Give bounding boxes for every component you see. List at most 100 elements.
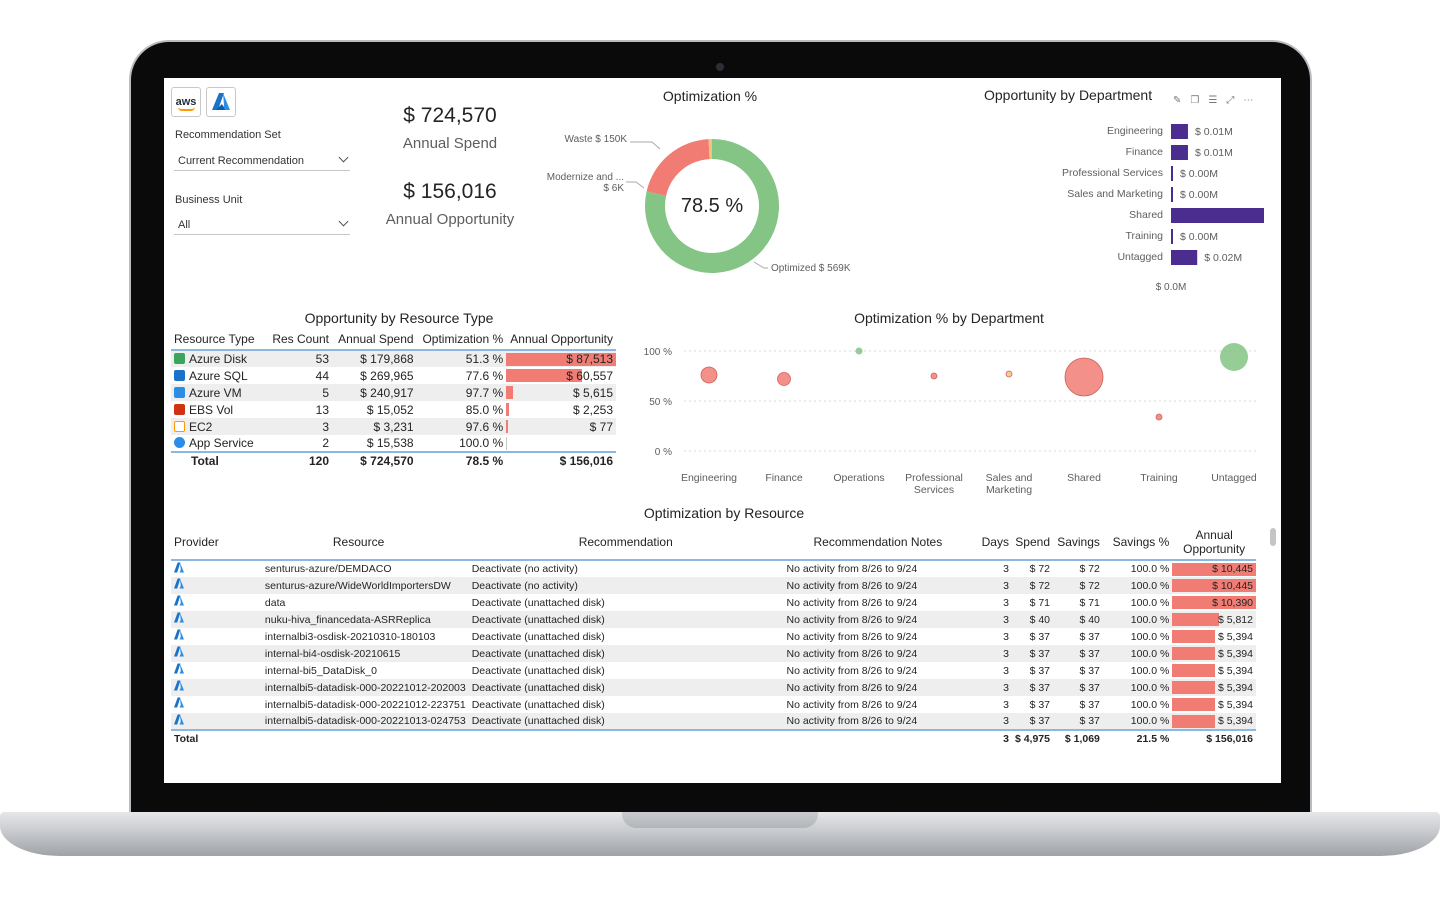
resource-spend: $ 72: [1011, 577, 1053, 594]
dept-bar[interactable]: [1171, 208, 1264, 223]
col-recommendation[interactable]: Recommendation: [578, 534, 673, 549]
opportunity-value: $ 87,513: [566, 352, 613, 366]
azure-logo: [206, 87, 236, 117]
dept-bar[interactable]: [1171, 229, 1173, 244]
recommendation-notes: No activity from 8/26 to 9/24: [783, 577, 979, 594]
department-bars: Engineering $ 0.01M Finance $ 0.01M Professi…: [1062, 124, 1264, 293]
donut-slice-waste[interactable]: [646, 139, 710, 196]
resource-type-row[interactable]: Azure VM 5 $ 240,917 97.7 % $ 5,615: [171, 384, 616, 401]
filter-icon[interactable]: ☰: [1208, 95, 1218, 106]
resource-type-name: App Service: [189, 436, 254, 450]
scatter-point[interactable]: [1220, 343, 1248, 371]
opportunity-value: $ 5,394: [1217, 647, 1253, 660]
resource-days: 3: [1003, 698, 1009, 711]
resources-total-savings: $ 1,069: [1064, 733, 1100, 745]
annual-opportunity-label: Annual Opportunity: [385, 211, 515, 228]
resource-spend: $ 37: [1029, 664, 1050, 677]
col-savings[interactable]: Savings: [1057, 534, 1100, 549]
resource-type-cell: App Service: [171, 435, 269, 452]
copy-icon[interactable]: ❐: [1190, 95, 1200, 106]
resource-type-name: Azure VM: [189, 385, 242, 400]
resource-row[interactable]: data Deactivate (unattached disk) No activ…: [171, 594, 1256, 611]
resource-row[interactable]: internalbi5-datadisk-000-20221012-202003…: [171, 679, 1256, 696]
scatter-x-tick: Untagged: [1211, 472, 1257, 484]
donut-slice-modernize[interactable]: [708, 139, 712, 160]
scatter-x-tick: Finance: [765, 472, 803, 484]
resource-type-row[interactable]: Azure Disk 53 $ 179,868 51.3 % $ 87,513: [171, 350, 616, 367]
dept-bar[interactable]: [1171, 145, 1188, 160]
scatter-x-tick: Engineering: [681, 472, 737, 484]
resource-type-cell: EC2: [171, 418, 270, 435]
recommendation-notes: No activity from 8/26 to 9/24: [786, 563, 918, 575]
resource-spend: $ 40: [1011, 611, 1053, 628]
dept-bar-value: $ 0.01M: [1195, 126, 1233, 138]
resource-type-name: Azure Disk: [189, 352, 248, 366]
col-annual-opportunity[interactable]: Annual Opportunity: [1183, 527, 1246, 556]
opportunity-value: $ 2,253: [572, 402, 613, 417]
resources-header-row: Provider Resource Recommendation Recomme…: [171, 524, 1256, 560]
resource-savings: $ 37: [1079, 698, 1100, 711]
resource-row[interactable]: internal-bi4-osdisk-20210615 Deactivate (…: [171, 645, 1256, 662]
resource-type-opt: 77.6 %: [465, 368, 504, 383]
scatter-point[interactable]: [855, 347, 863, 355]
business-unit-dropdown[interactable]: All: [174, 213, 350, 235]
dept-category-label: Shared: [1129, 209, 1163, 221]
col-annual-opportunity[interactable]: Annual Opportunity: [506, 328, 616, 351]
resource-type-row[interactable]: EBS Vol 13 $ 15,052 85.0 % $ 2,253: [171, 401, 616, 418]
scatter-point[interactable]: [1064, 357, 1104, 397]
resource-spend: $ 71: [1029, 596, 1050, 609]
col-annual-spend[interactable]: Annual Spend: [338, 331, 414, 346]
col-savings-pct[interactable]: Savings %: [1112, 534, 1170, 549]
scatter-point[interactable]: [1155, 413, 1163, 421]
resource-opp: $ 5,812: [1172, 611, 1256, 628]
resource-row[interactable]: internal-bi5_DataDisk_0 Deactivate (unatt…: [171, 662, 1256, 679]
resource-row[interactable]: internalbi3-osdisk-20210310-180103 Deacti…: [171, 628, 1256, 645]
modernize-label: Modernize and ...: [547, 172, 624, 183]
dept-bar-title: Opportunity by Department: [984, 87, 1153, 103]
pin-icon[interactable]: ✎: [1173, 95, 1182, 106]
resource-days: 3: [978, 611, 1012, 628]
dept-bar[interactable]: [1171, 250, 1198, 265]
optimization-by-resource-table: Provider Resource Recommendation Recomme…: [171, 524, 1256, 747]
azure-provider-icon: [174, 578, 184, 589]
resource-type-row[interactable]: Azure SQL 44 $ 269,965 77.6 % $ 60,557: [171, 367, 616, 384]
scatter-point[interactable]: [930, 372, 938, 380]
scatter-x-tick: Marketing: [986, 484, 1032, 496]
recommendation-notes: No activity from 8/26 to 9/24: [786, 664, 918, 677]
azure-logo-icon: [212, 93, 230, 110]
col-resource[interactable]: Resource: [332, 534, 385, 549]
resource-row[interactable]: internalbi5-datadisk-000-20221013-024753…: [171, 713, 1256, 730]
scatter-point[interactable]: [700, 366, 718, 384]
col-resource-type[interactable]: Resource Type: [174, 331, 255, 346]
dept-bar[interactable]: [1171, 124, 1188, 139]
col-days[interactable]: Days: [981, 534, 1009, 549]
col-res-count[interactable]: Res Count: [272, 331, 330, 346]
total-opt: 78.5 %: [465, 454, 504, 468]
resource-row[interactable]: internalbi5-datadisk-000-20221012-223751…: [171, 696, 1256, 713]
resource-type-row[interactable]: App Service 2 $ 15,538 100.0 %: [171, 435, 616, 452]
donut-slice-optimized[interactable]: [645, 139, 779, 273]
total-count: 120: [308, 454, 330, 468]
resource-type-cell: EBS Vol: [171, 401, 269, 418]
col-optimization-pct[interactable]: Optimization %: [422, 331, 504, 346]
resource-type-row[interactable]: EC2 3 $ 3,231 97.6 % $ 77: [171, 418, 616, 435]
resource-row[interactable]: senturus-azure/WideWorldImportersDW Deact…: [171, 577, 1256, 594]
recommendation-set-dropdown[interactable]: Current Recommendation: [174, 149, 350, 171]
more-options-icon[interactable]: ⋯: [1243, 95, 1254, 106]
resource-type-cell: Azure Disk: [171, 350, 270, 367]
aws-logo-text: aws: [175, 96, 197, 108]
scatter-point[interactable]: [777, 372, 791, 386]
opportunity-bar: [1172, 698, 1216, 711]
focus-mode-icon[interactable]: ⤢: [1226, 95, 1235, 106]
resource-type-opt: 97.6 %: [416, 418, 507, 435]
col-spend[interactable]: Spend: [1015, 534, 1050, 549]
col-recommendation-notes[interactable]: Recommendation Notes: [813, 534, 943, 549]
resource-row[interactable]: nuku-hiva_financedata-ASRReplica Deactiva…: [171, 611, 1256, 628]
dept-bar[interactable]: [1171, 166, 1173, 181]
dept-bar[interactable]: [1171, 187, 1173, 202]
resources-scrollbar[interactable]: [1270, 528, 1276, 546]
recommendation-notes: No activity from 8/26 to 9/24: [786, 630, 918, 643]
resource-row[interactable]: senturus-azure/DEMDACO Deactivate (no act…: [171, 560, 1256, 577]
scatter-point[interactable]: [1005, 370, 1013, 378]
col-provider[interactable]: Provider: [174, 534, 219, 549]
